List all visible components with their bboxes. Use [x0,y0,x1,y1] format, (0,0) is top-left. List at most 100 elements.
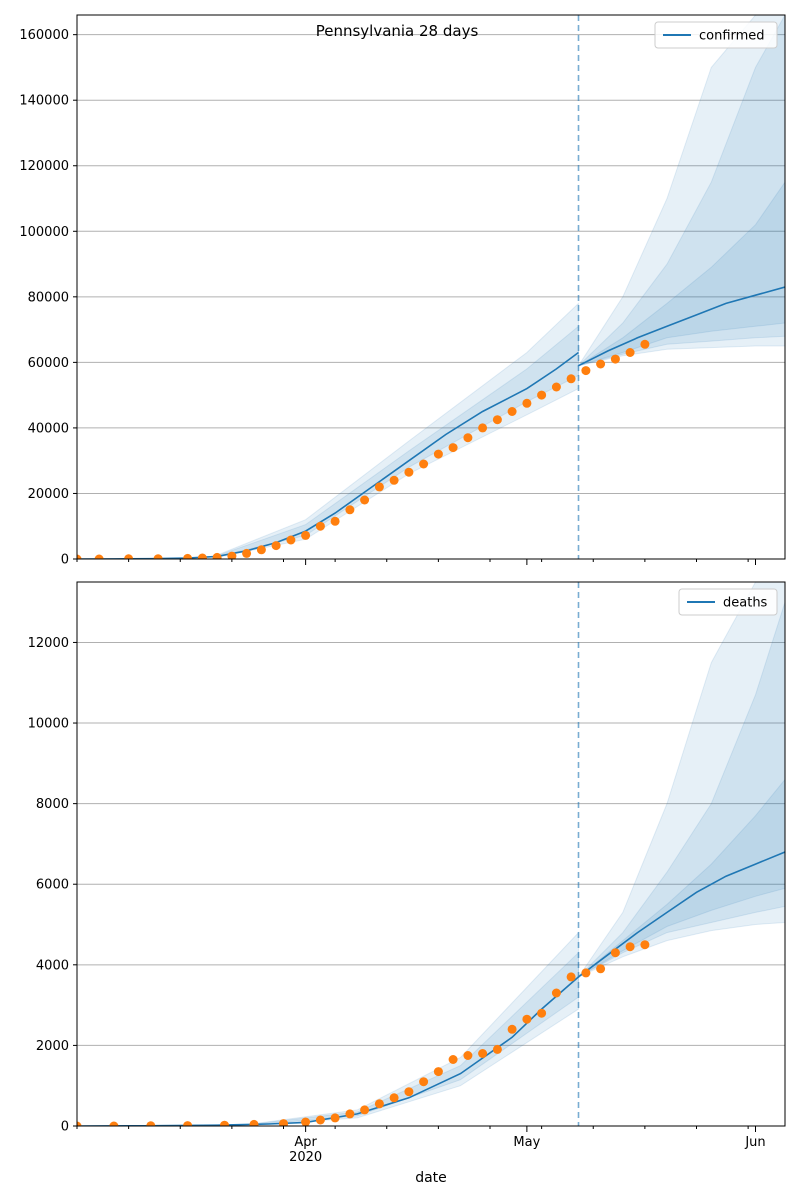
observed-point [625,348,635,357]
y-tick-label: 100000 [19,225,69,240]
observed-point [109,1121,119,1126]
observed-point [463,1051,473,1060]
observed-point [249,1119,259,1126]
observed-point [507,1024,517,1034]
observed-point [286,535,296,545]
observed-point [271,541,281,551]
observed-point [610,948,620,958]
y-tick-label: 60000 [28,356,69,371]
legend-label: deaths [723,596,768,611]
observed-point [183,553,193,559]
uncertainty-band [578,181,785,367]
observed-point [610,354,620,364]
observed-point [492,415,502,425]
observed-point [227,551,237,559]
observed-point [330,1113,340,1123]
observed-point [146,1121,156,1126]
x-axis-label: date [415,1170,447,1186]
observed-point [551,382,561,392]
observed-point [522,398,532,408]
x-tick-label: 2020 [289,1150,322,1165]
observed-point [374,1099,384,1109]
observed-point [389,475,399,485]
series-line-confirmed-forecast [578,286,785,367]
observed-point [581,968,591,978]
y-tick-label: 0 [61,1120,69,1135]
observed-point [389,1093,399,1103]
observed-point [596,964,606,974]
observed-point [77,554,82,559]
y-tick-label: 10000 [28,717,69,732]
observed-point [301,1117,311,1126]
observed-point [94,554,104,559]
observed-point [478,1049,488,1058]
chart-title: Pennsylvania 28 days [316,22,479,40]
observed-point [640,940,650,950]
observed-point [360,1105,370,1115]
y-tick-label: 4000 [36,958,69,973]
observed-point [551,988,561,998]
observed-point [419,459,429,469]
observed-point [640,339,650,349]
observed-point [478,423,488,433]
y-tick-label: 20000 [28,487,69,502]
observed-point [315,1115,325,1125]
observed-point [492,1044,502,1054]
observed-point [404,467,414,477]
y-tick-label: 80000 [28,290,69,305]
observed-point [537,390,547,400]
uncertainty-band [578,601,785,978]
x-tick-label: Jun [744,1135,765,1150]
observed-point [537,1008,547,1018]
observed-point [596,359,606,369]
observed-point [153,554,163,559]
plot-area [77,15,785,559]
uncertainty-band [578,778,785,978]
observed-point [404,1087,414,1097]
y-tick-label: 160000 [19,28,69,43]
observed-point [220,1120,229,1126]
observed-point [448,1055,458,1064]
observed-point [566,972,576,982]
legend-box [654,21,778,49]
legend-label: confirmed [699,29,765,44]
observed-point [197,553,207,559]
observed-point [433,449,443,459]
uncertainty-band [577,15,785,367]
uncertainty-band [577,582,785,979]
legend-box [678,588,778,616]
y-tick-label: 2000 [36,1039,69,1054]
axes-frame [76,14,786,560]
observed-point [345,505,355,515]
y-tick-label: 40000 [28,421,69,436]
observed-point [124,554,134,559]
observed-point [522,1014,532,1024]
observed-point [566,374,576,384]
observed-point [315,521,325,531]
observed-point [212,552,222,559]
observed-point [625,942,635,952]
observed-point [256,545,266,555]
observed-point [448,443,458,453]
observed-point [419,1077,429,1087]
y-tick-label: 120000 [19,159,69,174]
observed-point [183,1121,193,1126]
observed-point [330,516,340,526]
y-tick-label: 6000 [36,878,69,893]
observed-point [374,482,384,492]
observed-point [433,1067,443,1077]
y-tick-label: 0 [61,553,69,568]
observed-point [463,433,473,443]
observed-point [279,1119,288,1126]
observed-point [77,1121,82,1126]
y-tick-label: 8000 [36,797,69,812]
observed-point [581,366,591,376]
x-tick-label: Apr [294,1135,317,1150]
observed-point [507,407,517,416]
x-tick-label: May [513,1135,540,1150]
observed-point [345,1109,355,1119]
uncertainty-band [576,15,785,367]
observed-point [301,530,311,540]
